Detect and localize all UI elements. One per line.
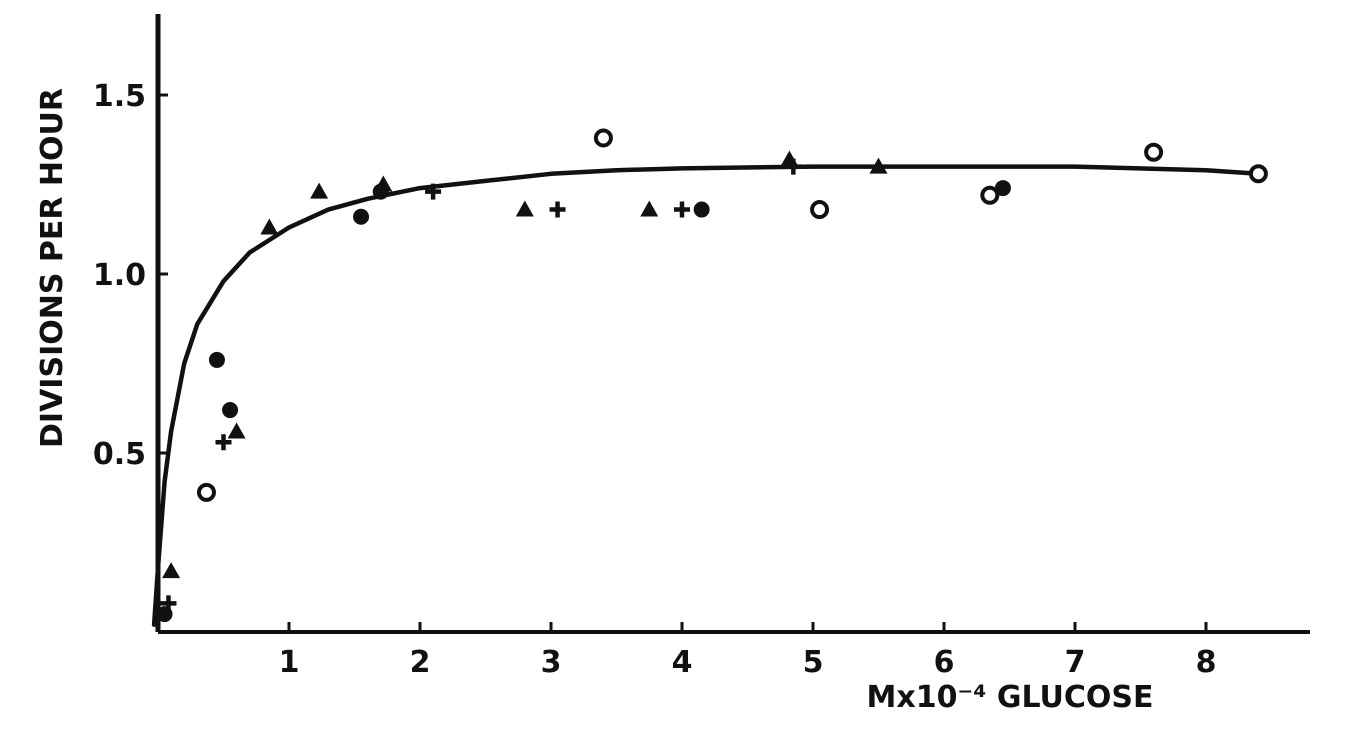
triangle-point xyxy=(227,422,246,439)
plus-point xyxy=(785,158,802,175)
x-tick-label: 4 xyxy=(672,645,693,680)
x-tick-label: 1 xyxy=(279,645,300,680)
open-circle-point xyxy=(593,128,613,148)
filled-circle-point xyxy=(222,402,239,419)
triangle-point xyxy=(869,157,888,174)
x-tick-label: 5 xyxy=(803,645,824,680)
plus-point xyxy=(215,434,232,451)
open-circle-point xyxy=(980,185,1000,205)
filled-circle-point xyxy=(353,208,370,225)
open-circle-point xyxy=(1144,142,1164,162)
triangle-point xyxy=(780,150,799,167)
x-tick-label: 6 xyxy=(934,645,955,680)
axes xyxy=(155,14,1310,634)
triangle-point xyxy=(640,200,659,217)
y-axis-title: DIVISIONS PER HOUR xyxy=(35,88,70,448)
y-tick-label: 1.5 xyxy=(93,79,146,114)
x-tick-label: 8 xyxy=(1196,645,1217,680)
filled-circle-point xyxy=(693,201,710,218)
triangle-point xyxy=(260,218,279,235)
x-tick-label: 3 xyxy=(541,645,562,680)
y-tick-label: 0.5 xyxy=(93,437,146,472)
x-ticks: 1 2 3 4 5 6 7 8 xyxy=(279,622,1217,680)
data-points xyxy=(156,128,1268,623)
open-circle-point xyxy=(810,200,830,220)
triangle-point xyxy=(162,562,181,579)
x-tick-label: 7 xyxy=(1065,645,1086,680)
open-circle-point xyxy=(1248,164,1268,184)
filled-circle-point xyxy=(208,351,225,368)
y-tick-label: 1.0 xyxy=(93,258,146,293)
fitted-curve xyxy=(151,164,1261,628)
triangle-point xyxy=(310,182,329,199)
plus-point xyxy=(549,201,566,218)
plus-point xyxy=(425,183,442,200)
filled-circle-point xyxy=(372,183,389,200)
x-axis-title: Mx10⁻⁴ GLUCOSE xyxy=(866,680,1153,715)
x-tick-label: 2 xyxy=(410,645,431,680)
open-circle-point xyxy=(196,482,216,502)
plus-point xyxy=(160,595,177,612)
triangle-point xyxy=(515,200,534,217)
filled-circle-point xyxy=(994,180,1011,197)
y-ticks: 0.5 1.0 1.5 xyxy=(93,79,168,472)
plus-point xyxy=(674,201,690,218)
